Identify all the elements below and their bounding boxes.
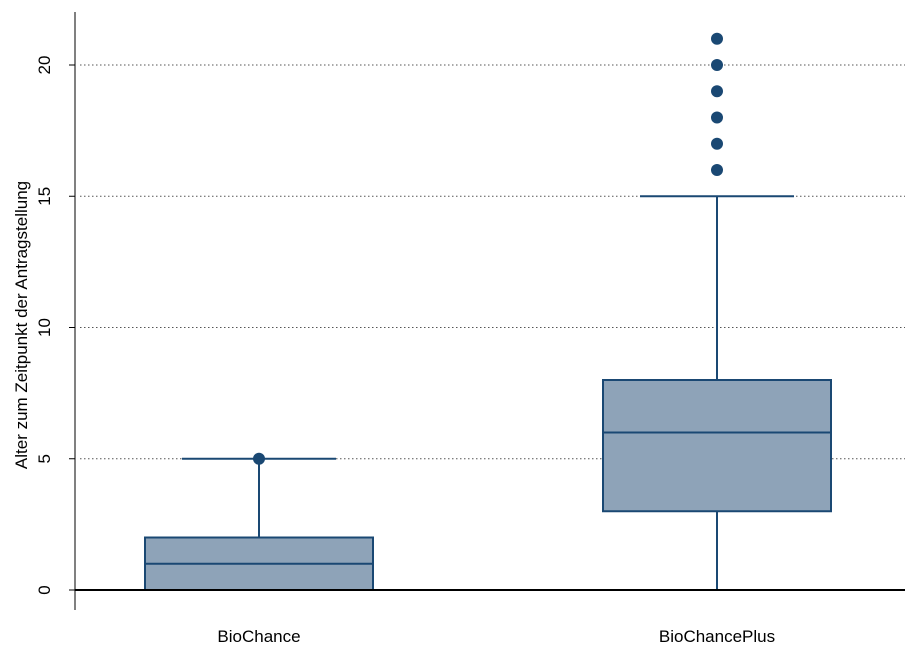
- y-tick-label-5: 5: [35, 454, 54, 463]
- box-group-biochance: [144, 452, 374, 591]
- y-tick-label-0: 0: [35, 585, 54, 594]
- outlier-point: [711, 59, 723, 71]
- x-category-label-biochance: BioChance: [217, 627, 300, 646]
- box-group-biochanceplus: [602, 32, 832, 591]
- y-tick-label-10: 10: [35, 318, 54, 337]
- outlier-point: [711, 164, 723, 176]
- axes: 0 5 10 15 20 BioChance BioChancePlus: [35, 12, 905, 646]
- y-tick-label-20: 20: [35, 56, 54, 75]
- boxes: [144, 32, 832, 591]
- iqr-box: [602, 379, 832, 513]
- y-tick-label-15: 15: [35, 187, 54, 206]
- outlier-point: [711, 137, 723, 150]
- outlier-point: [253, 452, 265, 465]
- y-axis-title: Alter zum Zeitpunkt der Antragstellung: [12, 181, 31, 469]
- outlier-point: [711, 32, 723, 45]
- x-category-label-biochanceplus: BioChancePlus: [659, 627, 775, 646]
- outlier-point: [711, 111, 723, 124]
- outlier-point: [711, 85, 723, 98]
